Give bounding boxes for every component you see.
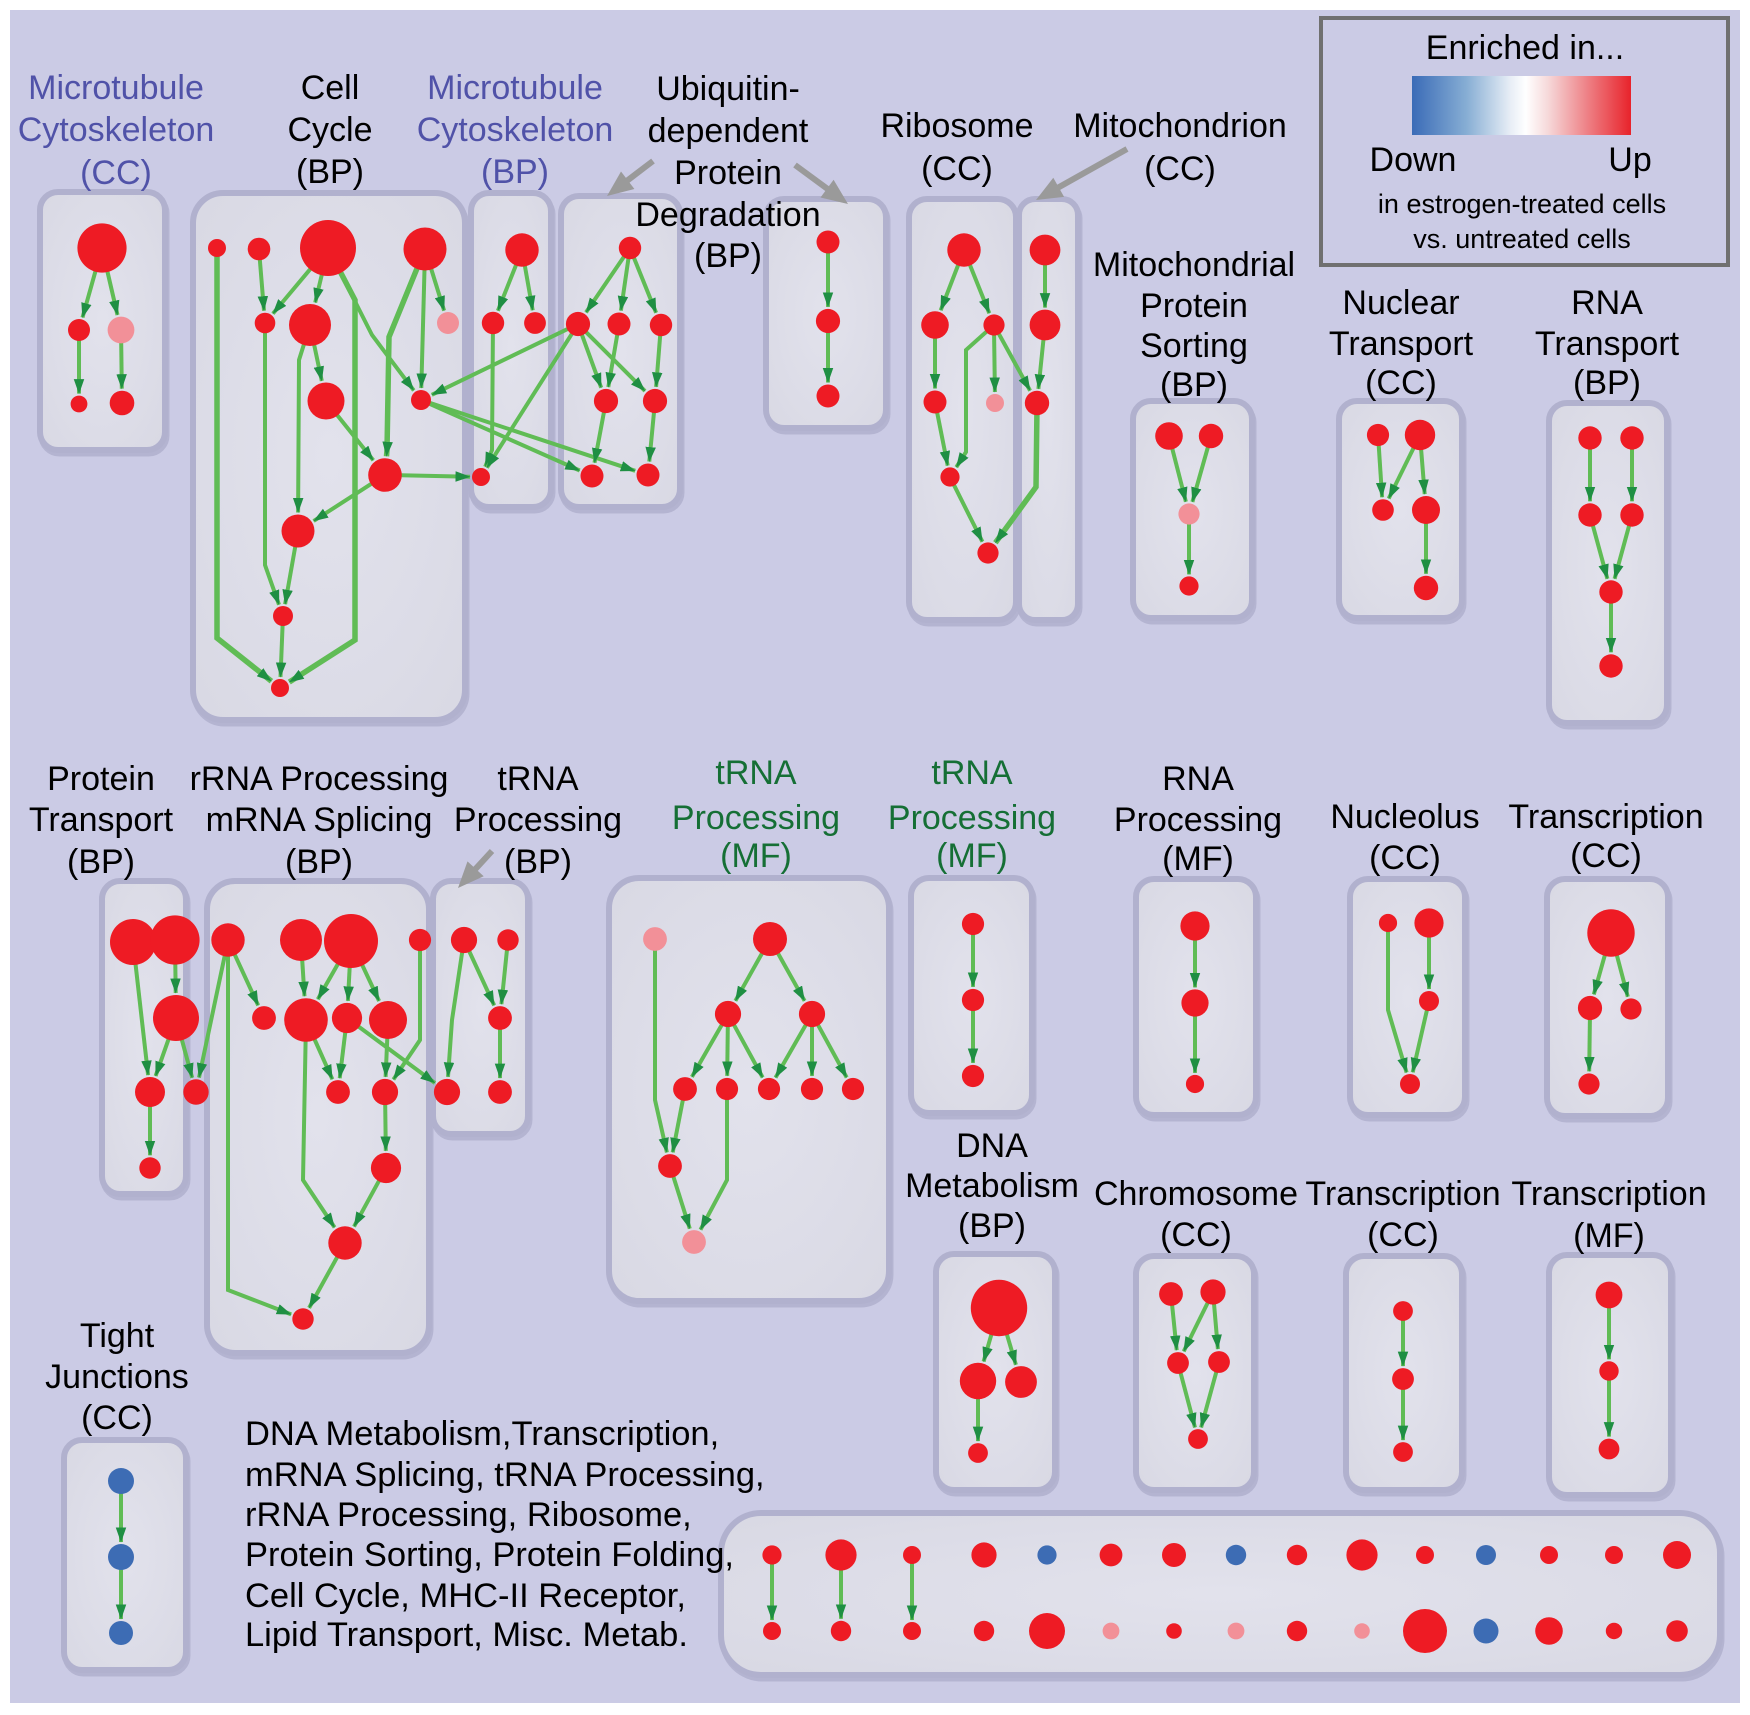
svg-text:Cycle: Cycle xyxy=(287,111,372,149)
svg-text:(BP): (BP) xyxy=(481,153,549,191)
svg-text:(CC): (CC) xyxy=(1365,364,1437,402)
svg-text:Up: Up xyxy=(1608,141,1651,179)
svg-text:Nucleolus: Nucleolus xyxy=(1330,798,1479,836)
svg-text:Ribosome: Ribosome xyxy=(880,107,1033,145)
svg-text:(BP): (BP) xyxy=(296,153,364,191)
svg-text:tRNA: tRNA xyxy=(715,754,797,792)
svg-text:Metabolism: Metabolism xyxy=(905,1167,1079,1205)
svg-text:RNA: RNA xyxy=(1162,760,1234,798)
svg-text:Microtubule: Microtubule xyxy=(28,69,204,107)
svg-text:Junctions: Junctions xyxy=(45,1358,189,1396)
svg-text:(BP): (BP) xyxy=(1160,366,1228,404)
svg-text:Transcription: Transcription xyxy=(1508,798,1703,836)
svg-text:Protein Sorting, Protein Foldi: Protein Sorting, Protein Folding, xyxy=(245,1536,734,1574)
svg-text:DNA: DNA xyxy=(956,1127,1028,1165)
svg-text:Transcription: Transcription xyxy=(1511,1175,1706,1213)
svg-text:Processing: Processing xyxy=(888,799,1056,837)
svg-text:(BP): (BP) xyxy=(285,843,353,881)
svg-text:Mitochondrion: Mitochondrion xyxy=(1073,107,1287,145)
svg-text:tRNA: tRNA xyxy=(931,754,1013,792)
svg-text:rRNA Processing, Ribosome,: rRNA Processing, Ribosome, xyxy=(245,1496,692,1534)
svg-text:Cytoskeleton: Cytoskeleton xyxy=(417,111,614,149)
svg-text:Nuclear: Nuclear xyxy=(1342,284,1459,322)
svg-text:(CC): (CC) xyxy=(1144,150,1216,188)
svg-text:Chromosome: Chromosome xyxy=(1094,1175,1298,1213)
svg-text:(CC): (CC) xyxy=(921,150,993,188)
svg-text:Processing: Processing xyxy=(672,799,840,837)
svg-text:(MF): (MF) xyxy=(1573,1217,1645,1255)
svg-text:Down: Down xyxy=(1370,141,1457,179)
svg-text:(MF): (MF) xyxy=(1162,840,1234,878)
svg-text:dependent: dependent xyxy=(648,112,809,150)
svg-text:tRNA: tRNA xyxy=(497,760,579,798)
svg-text:Microtubule: Microtubule xyxy=(427,69,603,107)
svg-text:Sorting: Sorting xyxy=(1140,327,1248,365)
svg-text:Protein: Protein xyxy=(1140,287,1248,325)
svg-text:(BP): (BP) xyxy=(958,1207,1026,1245)
svg-text:(CC): (CC) xyxy=(80,154,152,192)
svg-text:Lipid Transport, Misc. Metab.: Lipid Transport, Misc. Metab. xyxy=(245,1616,688,1654)
svg-text:Transport: Transport xyxy=(1535,325,1680,363)
svg-text:mRNA Splicing, tRNA Processing: mRNA Splicing, tRNA Processing, xyxy=(245,1456,765,1494)
svg-text:Ubiquitin-: Ubiquitin- xyxy=(656,70,800,108)
svg-text:Cytoskeleton: Cytoskeleton xyxy=(18,111,215,149)
svg-text:Transport: Transport xyxy=(29,801,174,839)
svg-text:mRNA Splicing: mRNA Splicing xyxy=(206,801,433,839)
svg-text:(MF): (MF) xyxy=(720,837,792,875)
svg-text:(CC): (CC) xyxy=(1570,837,1642,875)
svg-text:(BP): (BP) xyxy=(67,843,135,881)
svg-text:Transport: Transport xyxy=(1329,325,1474,363)
svg-text:(CC): (CC) xyxy=(1369,839,1441,877)
svg-text:in estrogen-treated cells: in estrogen-treated cells xyxy=(1378,189,1666,219)
svg-text:Cell: Cell xyxy=(301,69,360,107)
svg-text:Transcription: Transcription xyxy=(1305,1175,1500,1213)
svg-text:Protein: Protein xyxy=(47,760,155,798)
svg-text:DNA Metabolism,Transcription,: DNA Metabolism,Transcription, xyxy=(245,1415,719,1453)
svg-text:Cell Cycle, MHC-II Receptor,: Cell Cycle, MHC-II Receptor, xyxy=(245,1577,686,1615)
svg-text:Degradation: Degradation xyxy=(635,196,820,234)
svg-text:Processing: Processing xyxy=(1114,801,1282,839)
svg-text:(BP): (BP) xyxy=(1573,364,1641,402)
svg-text:(CC): (CC) xyxy=(1367,1216,1439,1254)
svg-text:(BP): (BP) xyxy=(504,843,572,881)
svg-text:(CC): (CC) xyxy=(81,1399,153,1437)
svg-text:Enriched in...: Enriched in... xyxy=(1426,29,1624,67)
svg-text:(BP): (BP) xyxy=(694,237,762,275)
svg-text:Processing: Processing xyxy=(454,801,622,839)
svg-text:Mitochondrial: Mitochondrial xyxy=(1093,246,1295,284)
svg-text:(MF): (MF) xyxy=(936,837,1008,875)
svg-text:RNA: RNA xyxy=(1571,284,1643,322)
svg-text:Protein: Protein xyxy=(674,154,782,192)
svg-text:(CC): (CC) xyxy=(1160,1216,1232,1254)
svg-text:Tight: Tight xyxy=(80,1317,155,1355)
svg-text:rRNA Processing: rRNA Processing xyxy=(190,760,449,798)
svg-text:vs. untreated cells: vs. untreated cells xyxy=(1413,224,1631,254)
